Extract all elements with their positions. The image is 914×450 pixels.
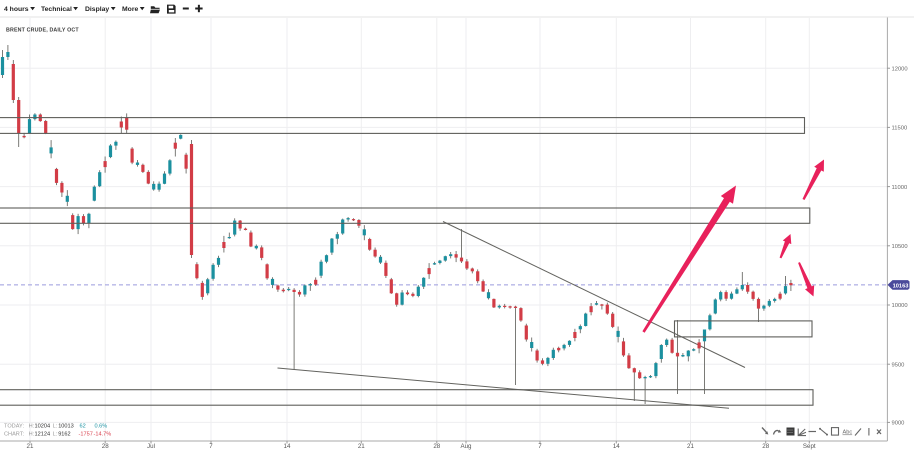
svg-text:10163: 10163 bbox=[893, 283, 909, 289]
svg-text:12000: 12000 bbox=[892, 66, 908, 72]
svg-text:7: 7 bbox=[209, 443, 213, 450]
svg-text:62: 62 bbox=[80, 424, 86, 430]
svg-text:28: 28 bbox=[102, 443, 109, 450]
svg-text:14: 14 bbox=[284, 443, 291, 450]
svg-text:21: 21 bbox=[687, 443, 694, 450]
svg-text:21: 21 bbox=[27, 443, 34, 450]
svg-text:9162: 9162 bbox=[58, 431, 70, 437]
svg-text:Sept: Sept bbox=[803, 443, 816, 450]
svg-text:H:: H: bbox=[29, 424, 35, 430]
svg-text:9500: 9500 bbox=[892, 362, 905, 368]
svg-text:10013: 10013 bbox=[58, 424, 74, 430]
svg-text:10000: 10000 bbox=[892, 303, 908, 309]
svg-text:12124: 12124 bbox=[35, 431, 51, 437]
svg-text:28: 28 bbox=[433, 443, 440, 450]
svg-text:10500: 10500 bbox=[892, 244, 908, 250]
svg-text:H:: H: bbox=[29, 431, 35, 437]
svg-text:11000: 11000 bbox=[892, 185, 908, 191]
svg-text:Jul: Jul bbox=[147, 443, 155, 450]
svg-text:9000: 9000 bbox=[892, 421, 905, 427]
svg-text:CHART:: CHART: bbox=[4, 431, 25, 437]
svg-text:11500: 11500 bbox=[892, 126, 908, 132]
svg-text:-1757: -1757 bbox=[79, 431, 93, 437]
svg-text:BRENT CRUDE, DAILY OCT: BRENT CRUDE, DAILY OCT bbox=[6, 28, 79, 34]
svg-text:28: 28 bbox=[762, 443, 769, 450]
svg-text:0.6%: 0.6% bbox=[95, 424, 108, 430]
svg-text:Aug: Aug bbox=[460, 443, 472, 450]
svg-text:-14.7%: -14.7% bbox=[94, 431, 112, 437]
svg-text:Technical: Technical bbox=[41, 6, 72, 13]
svg-text:4 hours: 4 hours bbox=[4, 6, 29, 13]
svg-text:More: More bbox=[122, 6, 138, 13]
svg-text:L:: L: bbox=[53, 431, 58, 437]
svg-text:14: 14 bbox=[613, 443, 620, 450]
svg-text:21: 21 bbox=[358, 443, 365, 450]
svg-text:Display: Display bbox=[85, 6, 109, 13]
svg-text:7: 7 bbox=[538, 443, 542, 450]
svg-text:TODAY:: TODAY: bbox=[4, 424, 24, 430]
svg-text:Abc: Abc bbox=[843, 430, 853, 436]
svg-text:10204: 10204 bbox=[35, 424, 51, 430]
svg-text:L:: L: bbox=[53, 424, 58, 430]
